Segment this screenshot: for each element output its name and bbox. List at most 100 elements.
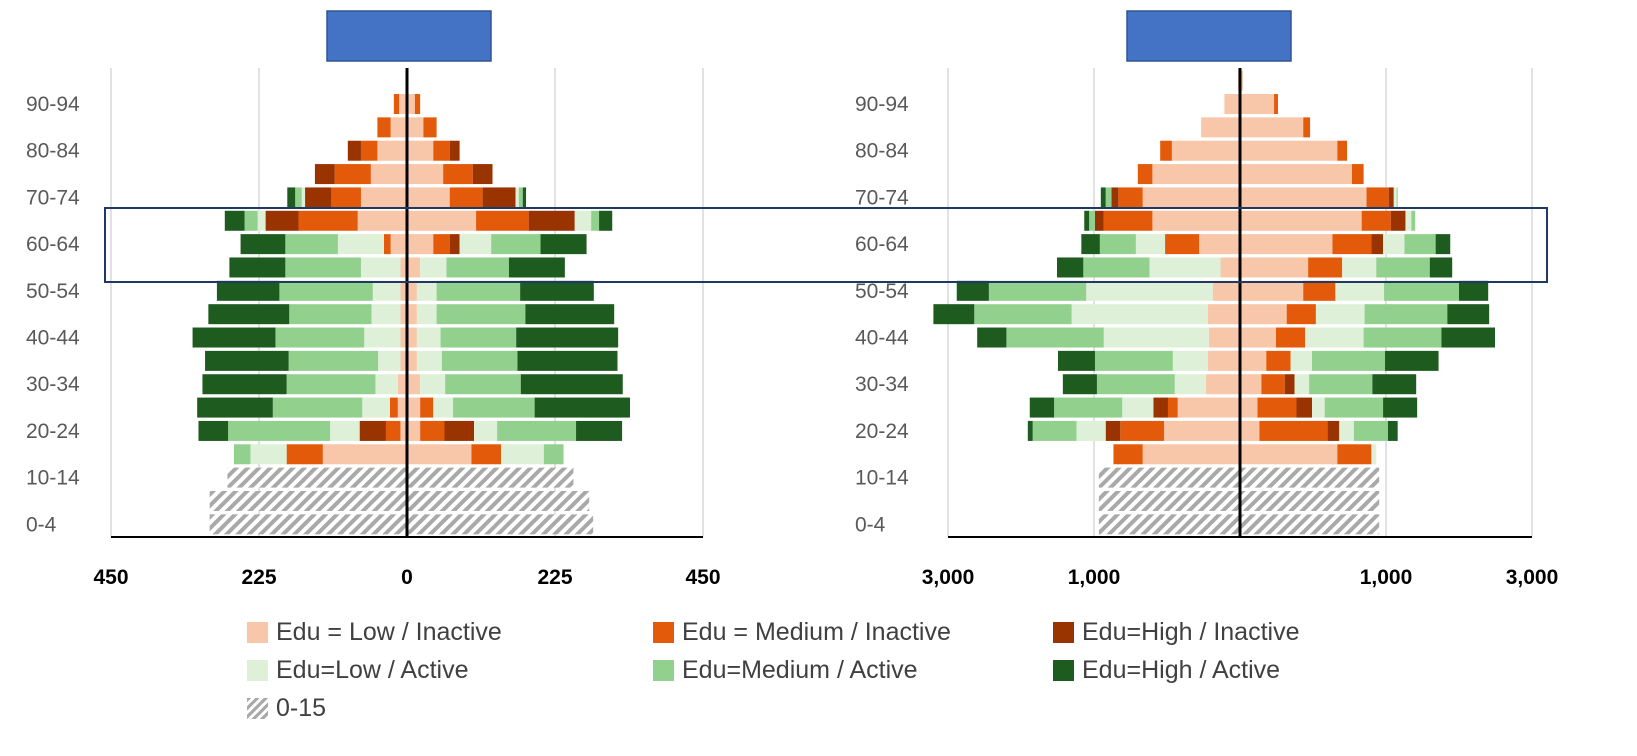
bar-low-inactive (1240, 210, 1362, 231)
bar-high-inactive (359, 420, 386, 441)
bar-low-inactive (407, 164, 444, 185)
bar-high-inactive (1153, 397, 1168, 418)
bar-low-inactive (399, 94, 407, 115)
bar-low-inactive (1199, 234, 1240, 255)
bar-low-active (1371, 444, 1377, 465)
bar-med-inactive (449, 187, 483, 208)
bar-med-active (543, 444, 564, 465)
bar-low-inactive (407, 210, 477, 231)
bar-high-inactive (482, 187, 516, 208)
bar-med-inactive (1286, 304, 1316, 325)
bar-low-active (1149, 257, 1221, 278)
legend-label: Edu=Low / Active (276, 656, 469, 684)
legend-item-low-inactive: Edu = Low / Inactive (247, 618, 502, 647)
bar-med-active (1094, 350, 1173, 371)
bar-med-active (1324, 397, 1384, 418)
bar-high-active (517, 350, 618, 371)
chart-legend: Edu = Low / Inactive Edu = Medium / Inac… (247, 618, 1447, 750)
bar-med-active (1089, 210, 1095, 231)
bar-low-active (330, 420, 360, 441)
bar-high-active (287, 187, 296, 208)
right-pyramid-chart: 0-4 10-14 20-24 30-34 40-44 50-54 60-64 70-74 80… (855, 68, 1558, 589)
bar-low-inactive (1152, 164, 1240, 185)
bar-high-active (1029, 397, 1055, 418)
bar-high-active (1081, 234, 1100, 255)
bar-low-active (1135, 234, 1166, 255)
x-tick-label: 225 (241, 566, 276, 589)
bar-under15 (1098, 467, 1240, 488)
bar-low-inactive (397, 397, 407, 418)
bar-high-inactive (1390, 210, 1406, 231)
bar-high-inactive (528, 210, 575, 231)
bar-low-inactive (407, 304, 417, 325)
bar-low-active (1405, 210, 1412, 231)
bar-low-inactive (407, 234, 434, 255)
bar-low-active (1290, 350, 1313, 371)
bar-med-active (1312, 350, 1386, 371)
bar-med-active (286, 374, 376, 395)
bar-high-inactive (449, 234, 460, 255)
bar-med-inactive (298, 210, 358, 231)
bar-low-inactive (1240, 280, 1304, 301)
bar-low-inactive (1240, 304, 1287, 325)
bar-low-active (420, 257, 447, 278)
bar-med-active (272, 397, 363, 418)
bar-high-active (520, 374, 623, 395)
bar-low-inactive (322, 444, 407, 465)
bar-low-inactive (1207, 304, 1240, 325)
bar-under15 (1240, 490, 1380, 511)
legend-swatch (247, 622, 268, 643)
bar-med-inactive (1113, 444, 1143, 465)
bar-med-active (1054, 397, 1123, 418)
bar-med-active (234, 444, 251, 465)
bar-under15 (1240, 467, 1380, 488)
bar-low-inactive (1240, 420, 1260, 441)
bar-low-inactive (400, 280, 407, 301)
bar-med-active (1364, 304, 1448, 325)
left-header-box (326, 10, 492, 62)
bar-high-active (1057, 257, 1084, 278)
bar-med-active (279, 280, 373, 301)
bar-med-inactive (1337, 140, 1348, 161)
legend-item-low-active: Edu=Low / Active (247, 656, 468, 685)
bar-high-active (576, 420, 623, 441)
bar-low-active (1342, 257, 1377, 278)
bar-med-active (445, 374, 521, 395)
y-tick-label: 0-4 (855, 513, 886, 536)
bar-low-active (1076, 420, 1106, 441)
bar-high-active (540, 234, 587, 255)
bar-high-active (198, 420, 229, 441)
bar-low-inactive (1201, 117, 1240, 138)
bar-med-inactive (1103, 210, 1153, 231)
bar-low-active (459, 234, 492, 255)
bar-high-active (1100, 187, 1106, 208)
bar-low-inactive (390, 117, 407, 138)
bar-low-inactive (390, 234, 407, 255)
legend-swatch (653, 622, 674, 643)
y-tick-label: 70-74 (26, 186, 80, 209)
bar-low-active (1071, 304, 1208, 325)
bar-med-active (440, 327, 517, 348)
bar-low-active (474, 420, 498, 441)
legend-item-high-active: Edu=High / Active (1053, 656, 1280, 685)
bar-med-inactive (331, 187, 361, 208)
bar-low-active (375, 374, 398, 395)
bar-med-inactive (433, 140, 450, 161)
bar-high-inactive (1111, 187, 1119, 208)
bar-med-inactive (1303, 117, 1311, 138)
bar-high-active (192, 327, 276, 348)
bar-med-active (285, 234, 338, 255)
bar-high-active (1447, 304, 1490, 325)
bar-med-active (295, 187, 302, 208)
bar-med-active (1353, 420, 1388, 441)
bar-med-active (518, 187, 523, 208)
bar-high-inactive (1327, 420, 1340, 441)
bar-low-active (416, 280, 437, 301)
bar-med-inactive (1361, 210, 1391, 231)
legend-item-medium-inactive: Edu = Medium / Inactive (653, 618, 951, 647)
bar-low-active (420, 374, 446, 395)
bar-high-active (1429, 257, 1453, 278)
bar-high-active (1062, 374, 1097, 395)
bar-high-active (522, 187, 527, 208)
